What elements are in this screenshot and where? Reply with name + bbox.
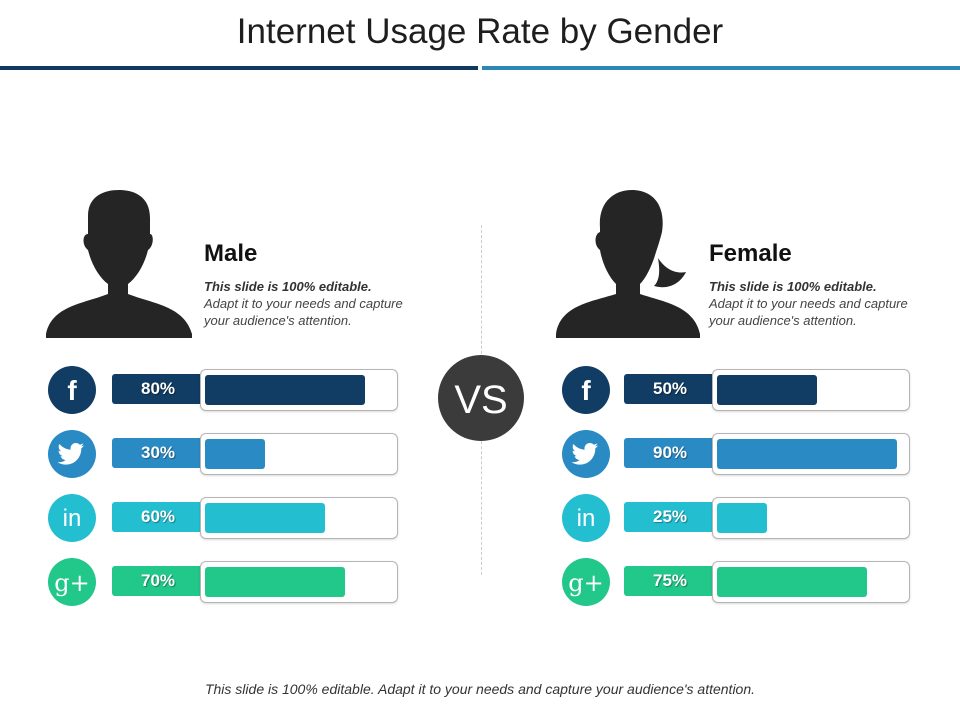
male-twitter-value-label: 30%	[112, 438, 204, 468]
male-heading: Male	[204, 240, 258, 267]
female-description-text: Adapt it to your needs and capture your …	[709, 296, 908, 328]
twitter-icon	[562, 430, 610, 478]
female-twitter-value-label: 90%	[624, 438, 716, 468]
female-facebook-value-label: 50%	[624, 374, 716, 404]
googleplus-icon: g+	[48, 558, 96, 606]
male-description-bold: This slide is 100% editable.	[204, 279, 372, 294]
male-avatar-icon	[46, 190, 192, 338]
male-linkedin-bar-track	[200, 497, 398, 539]
male-twitter-bar	[205, 439, 265, 469]
footer-note: This slide is 100% editable. Adapt it to…	[204, 681, 756, 697]
female-googleplus-bar-track	[712, 561, 910, 603]
female-twitter-bar-track	[712, 433, 910, 475]
male-linkedin-value-label: 60%	[112, 502, 204, 532]
male-description: This slide is 100% editable. Adapt it to…	[204, 278, 404, 329]
female-linkedin-bar	[717, 503, 767, 533]
female-facebook-bar-track	[712, 369, 910, 411]
female-description: This slide is 100% editable. Adapt it to…	[709, 278, 909, 329]
facebook-icon: f	[48, 366, 96, 414]
title-rule-right	[482, 66, 960, 70]
male-facebook-bar-track	[200, 369, 398, 411]
female-description-bold: This slide is 100% editable.	[709, 279, 877, 294]
linkedin-icon: in	[562, 494, 610, 542]
female-twitter-bar	[717, 439, 897, 469]
male-googleplus-value-label: 70%	[112, 566, 204, 596]
female-googleplus-value-label: 75%	[624, 566, 716, 596]
slide-title: Internet Usage Rate by Gender	[236, 12, 724, 51]
male-twitter-bar-track	[200, 433, 398, 475]
male-googleplus-bar-track	[200, 561, 398, 603]
female-googleplus-bar	[717, 567, 867, 597]
male-facebook-bar	[205, 375, 365, 405]
vs-badge: VS	[438, 355, 524, 441]
female-facebook-bar	[717, 375, 817, 405]
twitter-icon	[48, 430, 96, 478]
facebook-icon: f	[562, 366, 610, 414]
female-linkedin-bar-track	[712, 497, 910, 539]
female-heading: Female	[709, 240, 792, 267]
male-googleplus-bar	[205, 567, 345, 597]
title-rule-left	[0, 66, 478, 70]
male-description-text: Adapt it to your needs and capture your …	[204, 296, 403, 328]
male-linkedin-bar	[205, 503, 325, 533]
linkedin-icon: in	[48, 494, 96, 542]
female-avatar-icon	[556, 190, 700, 338]
male-facebook-value-label: 80%	[112, 374, 204, 404]
female-linkedin-value-label: 25%	[624, 502, 716, 532]
googleplus-icon: g+	[562, 558, 610, 606]
